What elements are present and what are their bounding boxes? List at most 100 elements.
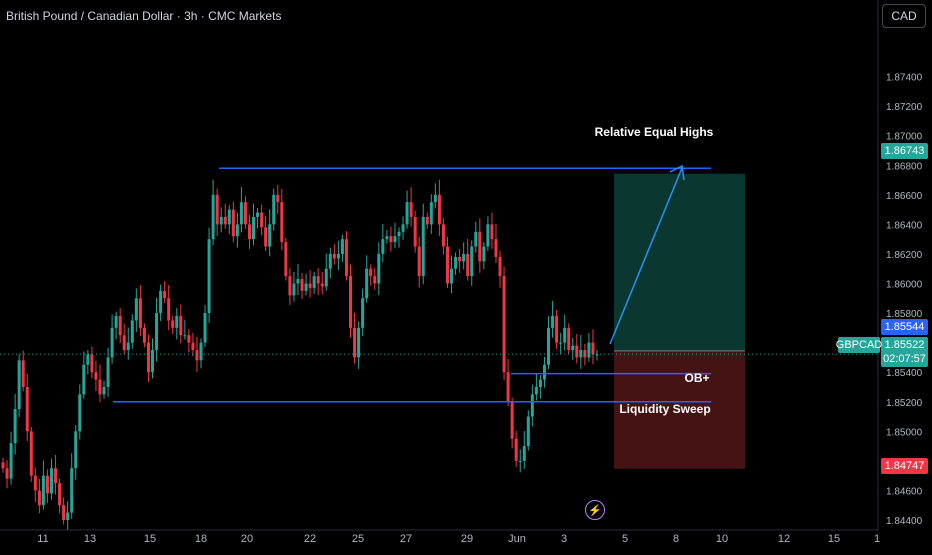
price-tick-label: 1.87200 (886, 102, 923, 113)
candle-body (433, 194, 437, 203)
candle-body (595, 354, 599, 356)
candle-body (94, 372, 98, 380)
candle-body (470, 246, 474, 277)
candle-body (146, 342, 150, 373)
level-price-tag: 1.85544 (881, 319, 928, 335)
candle-body (9, 443, 13, 479)
candle-body (70, 468, 74, 513)
candle-body (450, 268, 454, 284)
candle-body (526, 416, 530, 447)
target-price-tag: 1.86743 (881, 143, 928, 159)
candle-body (134, 298, 138, 321)
position-zones (614, 173, 745, 469)
candle-body (247, 224, 251, 240)
candle-body (151, 350, 155, 373)
candle-body (320, 283, 324, 287)
candle-body (425, 216, 429, 225)
candle-body (54, 468, 58, 484)
price-tick-label: 1.84400 (886, 516, 923, 527)
price-tick-label: 1.86600 (886, 191, 923, 202)
time-tick-label: 3 (561, 533, 567, 545)
candle-body (494, 239, 498, 257)
candle-body (21, 360, 25, 387)
candle-body (498, 256, 502, 277)
candle-body (130, 320, 134, 343)
price-tick-label: 1.85000 (886, 427, 923, 438)
candle-body (62, 505, 66, 520)
candle-body (276, 194, 280, 203)
candle-body (243, 202, 247, 225)
price-tick-label: 1.87400 (886, 73, 923, 84)
candle-body (155, 313, 159, 351)
candle-body (260, 212, 264, 228)
candle-body (45, 475, 49, 494)
candle-body (551, 316, 555, 328)
candle-body (571, 345, 575, 351)
annotation-liquidity-sweep: Liquidity Sweep (619, 402, 710, 416)
candle-body (413, 216, 417, 247)
price-tick-label: 1.87000 (886, 132, 923, 143)
target-zone (614, 173, 745, 351)
candle-body (522, 446, 526, 461)
candle-body (138, 298, 142, 328)
candle-body (118, 316, 122, 336)
time-tick-label: 11 (37, 533, 48, 545)
candle-body (538, 379, 542, 387)
candle-body (122, 335, 126, 351)
price-tick-label: 1.85200 (886, 398, 923, 409)
candle-body (389, 236, 393, 243)
candle-body (466, 253, 470, 277)
candle-body (385, 236, 389, 240)
candle-body (74, 431, 78, 469)
time-tick-label: 22 (304, 533, 316, 545)
candle-body (381, 239, 385, 254)
candle-body (90, 354, 94, 373)
candle-body (215, 194, 219, 225)
candle-body (429, 202, 433, 225)
candle-body (405, 202, 409, 225)
candle-body (304, 283, 308, 291)
time-tick-label: 25 (352, 533, 364, 545)
candle-body (25, 386, 29, 432)
candle-body (328, 253, 332, 269)
candle-body (191, 342, 195, 351)
candle-body (462, 253, 466, 262)
candle-body (179, 316, 183, 336)
time-tick-label: 1 (874, 533, 880, 545)
candle-body (518, 460, 522, 462)
candle-body (587, 342, 591, 358)
candle-body (563, 327, 567, 343)
candle-body (280, 202, 284, 243)
price-axis: 1.844001.846001.848001.850001.852001.854… (877, 0, 923, 530)
currency-button[interactable]: CAD (882, 4, 926, 28)
candle-body (369, 268, 373, 277)
candle-body (353, 327, 357, 358)
candle-body (474, 231, 478, 247)
projection-arrow (609, 167, 683, 345)
candle-body (591, 342, 595, 355)
time-tick-label: 20 (241, 533, 253, 545)
candle-body (239, 202, 243, 225)
candle-body (29, 431, 33, 476)
current-price-tag: 1.85522 (881, 337, 928, 353)
candle-body (49, 468, 53, 494)
candle-body (312, 276, 316, 288)
candle-body (336, 253, 340, 259)
candle-body (300, 279, 304, 291)
candle-body (361, 298, 365, 328)
candle-body (268, 224, 272, 247)
countdown-tag: 02:07:57 (881, 351, 928, 367)
candle-body (393, 236, 397, 243)
price-tick-label: 1.86200 (886, 250, 923, 261)
candle-body (171, 320, 175, 328)
level-lines (0, 164, 878, 403)
lightning-icon[interactable]: ⚡ (585, 500, 605, 520)
chart-title: British Pound / Canadian Dollar · 3h · C… (6, 9, 282, 23)
candle-body (567, 327, 571, 351)
candle-body (264, 227, 268, 247)
candle-body (159, 290, 163, 314)
candle-body (203, 313, 207, 343)
candle-body (82, 364, 86, 395)
